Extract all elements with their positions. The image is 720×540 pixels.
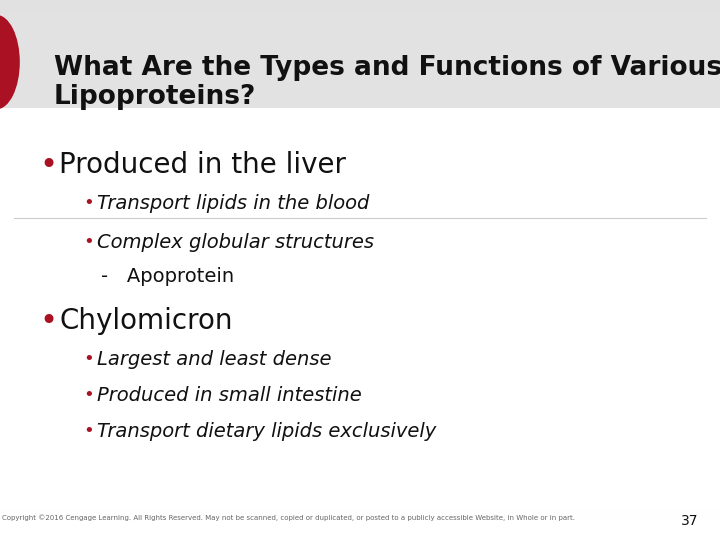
Text: •: • (83, 386, 94, 404)
Ellipse shape (0, 15, 20, 109)
Text: Largest and least dense: Largest and least dense (97, 350, 332, 369)
Text: Transport dietary lipids exclusively: Transport dietary lipids exclusively (97, 422, 436, 441)
Text: 37: 37 (681, 514, 698, 528)
Text: Lipoproteins?: Lipoproteins? (54, 84, 256, 110)
Text: •: • (40, 307, 58, 336)
Bar (0, 0, 720, 108)
Text: What Are the Types and Functions of Various: What Are the Types and Functions of Vari… (54, 55, 720, 81)
Text: Copyright ©2016 Cengage Learning. All Rights Reserved. May not be scanned, copie: Copyright ©2016 Cengage Learning. All Ri… (1, 514, 575, 521)
Text: •: • (83, 233, 94, 251)
Text: Chylomicron: Chylomicron (59, 307, 233, 335)
Text: •: • (83, 422, 94, 440)
Text: •: • (40, 151, 58, 180)
Text: Produced in small intestine: Produced in small intestine (97, 386, 362, 405)
Text: Transport lipids in the blood: Transport lipids in the blood (97, 194, 369, 213)
Text: Complex globular structures: Complex globular structures (97, 233, 374, 252)
Text: •: • (83, 194, 94, 212)
Text: •: • (83, 350, 94, 368)
Bar (0, 108, 720, 510)
Text: Produced in the liver: Produced in the liver (59, 151, 346, 179)
Text: -   Apoprotein: - Apoprotein (101, 267, 234, 286)
